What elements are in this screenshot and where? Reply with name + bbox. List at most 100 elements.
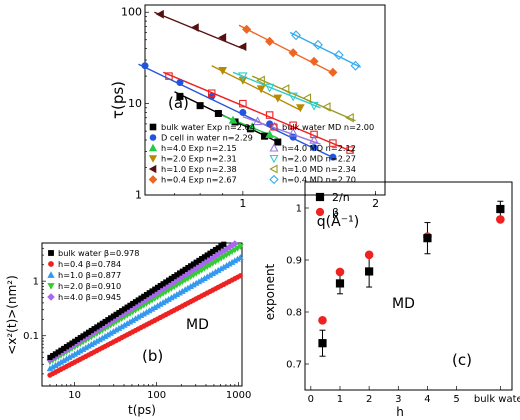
data-point bbox=[265, 129, 274, 138]
x-tick-label: 1 bbox=[239, 197, 246, 210]
legend-label: bulk water MD n=2.00 bbox=[282, 122, 374, 132]
panel-c-tag: (c) bbox=[452, 351, 472, 369]
data-point bbox=[196, 102, 204, 110]
panel-a-legend: bulk water Exp n=2.04D cell in water n=2… bbox=[148, 122, 374, 185]
panel-c-chart: 0 1 2 3 4 5 bulk water 0.7 0.8 0.9 1 MD (c) 2/n β e… bbox=[263, 181, 520, 419]
legend-marker bbox=[47, 283, 55, 290]
legend-label: h=0.4 Exp n=2.67 bbox=[161, 175, 237, 185]
data-point bbox=[329, 139, 337, 147]
y-tick-label: 10 bbox=[128, 97, 142, 110]
legend-label: h=4.0 Exp n=2.15 bbox=[161, 143, 237, 153]
data-point bbox=[313, 39, 323, 50]
x-tick-label: 2 bbox=[366, 394, 372, 405]
data-point bbox=[252, 116, 263, 126]
data-point bbox=[273, 94, 283, 103]
data-point bbox=[231, 240, 239, 248]
data-point bbox=[238, 72, 248, 82]
x-tick-label: 1 bbox=[337, 394, 343, 405]
data-point bbox=[256, 75, 265, 86]
data-point bbox=[280, 84, 290, 94]
legend-marker bbox=[148, 175, 158, 184]
data-point bbox=[309, 56, 319, 66]
panel-a-frame bbox=[144, 4, 386, 196]
data-point bbox=[288, 127, 298, 137]
data-point bbox=[310, 144, 318, 152]
x-tick-label: 100 bbox=[147, 390, 166, 401]
data-point bbox=[218, 33, 227, 42]
legend-label: h=1.0 MD n=2.34 bbox=[282, 164, 356, 174]
panel-b-frame bbox=[41, 242, 243, 387]
data-point bbox=[309, 134, 319, 144]
data-point bbox=[265, 111, 274, 119]
data-point bbox=[335, 267, 345, 277]
fit-line-3 bbox=[211, 65, 301, 111]
y-tick-label: 100 bbox=[121, 6, 142, 19]
legend-marker bbox=[149, 134, 157, 141]
data-point bbox=[237, 273, 243, 279]
data-point bbox=[239, 108, 247, 116]
legend-label: bulk water β=0.978 bbox=[58, 248, 139, 258]
data-point bbox=[288, 48, 298, 58]
legend-marker bbox=[148, 164, 157, 174]
y-tick-label: 1 bbox=[33, 277, 39, 288]
y-tick-label: 1 bbox=[135, 189, 142, 202]
legend-marker bbox=[270, 123, 278, 131]
data-point bbox=[228, 115, 238, 124]
data-point bbox=[345, 113, 354, 123]
data-point bbox=[264, 83, 275, 93]
legend-marker bbox=[269, 174, 279, 185]
legend-label: h=2.0 MD n=2.27 bbox=[282, 154, 356, 164]
legend-label: h=1.0 Exp n=2.38 bbox=[161, 164, 237, 174]
panel-b-ylabel: <x²(t)>(nm²) bbox=[5, 275, 19, 355]
data-point bbox=[328, 67, 338, 77]
panel-a-xlabel: q(Å⁻¹) bbox=[317, 213, 359, 230]
data-point bbox=[214, 109, 222, 117]
data-point bbox=[365, 267, 374, 276]
data-point bbox=[309, 101, 319, 111]
x-tick-label: 3 bbox=[395, 394, 401, 405]
legend-label: h=2.0 Exp n=2.31 bbox=[161, 154, 237, 164]
legend-marker bbox=[47, 293, 55, 301]
data-point bbox=[288, 92, 298, 102]
data-point bbox=[291, 30, 301, 41]
data-point bbox=[247, 122, 257, 131]
legend-marker bbox=[315, 192, 325, 202]
data-point bbox=[237, 254, 244, 261]
legend-marker bbox=[48, 261, 54, 267]
x-tick-label: 5 bbox=[453, 394, 459, 405]
panel-a-ylabel: τ(ps) bbox=[109, 81, 127, 119]
data-point bbox=[329, 153, 337, 161]
panel-b-annotation: MD bbox=[186, 317, 209, 333]
legend-label: h=1.0 β=0.877 bbox=[58, 270, 121, 280]
fit-line-6 bbox=[162, 71, 354, 153]
legend-marker bbox=[148, 155, 158, 163]
data-point bbox=[190, 23, 199, 32]
data-point bbox=[274, 138, 282, 146]
legend-label: h=0.4 MD n=2.70 bbox=[282, 175, 356, 185]
fit-line-1 bbox=[138, 63, 336, 160]
data-point bbox=[218, 67, 228, 76]
fit-line-10 bbox=[289, 31, 362, 68]
x-tick-label: 0 bbox=[308, 394, 314, 405]
data-point bbox=[310, 130, 318, 139]
data-point bbox=[237, 244, 244, 251]
data-point bbox=[318, 316, 327, 325]
x-tick-label: bulk water bbox=[474, 394, 520, 405]
legend-marker bbox=[269, 154, 279, 164]
data-point bbox=[333, 50, 344, 60]
legend-marker bbox=[269, 143, 279, 152]
data-point bbox=[289, 133, 297, 141]
data-point bbox=[221, 241, 227, 247]
x-tick-label: 4 bbox=[424, 394, 430, 405]
x-tick-label: 2 bbox=[372, 197, 379, 210]
y-tick-label: 1 bbox=[296, 204, 302, 215]
data-point bbox=[239, 99, 247, 108]
data-point bbox=[350, 60, 361, 71]
panel-c-ylabel: exponent bbox=[263, 263, 277, 320]
legend-label: h=4.0 β=0.945 bbox=[58, 292, 121, 302]
panel-a-tag: (a) bbox=[168, 94, 189, 112]
legend-label: 2/n bbox=[332, 191, 350, 204]
panel-a-chart: 1 2 1 10 100 (a) bulk water Exp n=2.04D cell… bbox=[109, 4, 386, 230]
y-tick-label: 0.7 bbox=[286, 360, 302, 371]
